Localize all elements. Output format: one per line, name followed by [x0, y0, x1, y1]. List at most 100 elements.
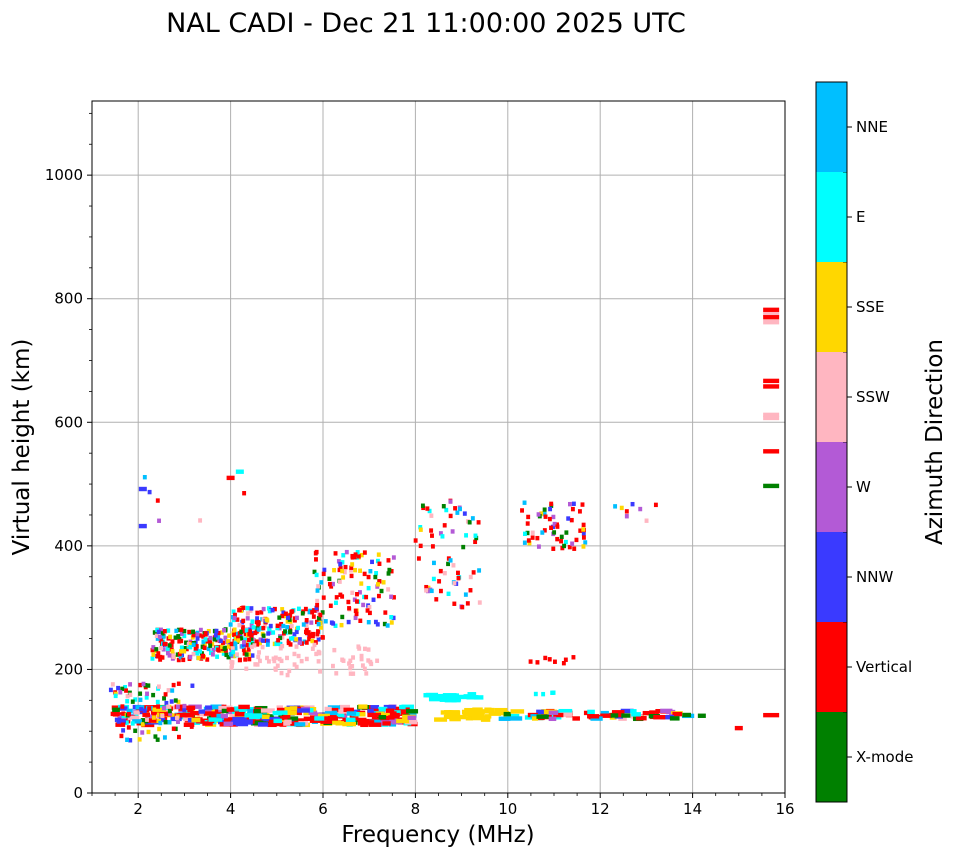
data-point	[763, 483, 780, 489]
data-point	[216, 647, 221, 652]
data-point	[241, 647, 246, 652]
data-point	[247, 642, 252, 647]
data-point	[468, 588, 473, 593]
colorbar-segment	[816, 442, 847, 532]
data-point	[119, 733, 124, 739]
data-point	[268, 719, 277, 725]
data-point	[203, 631, 208, 636]
data-point	[498, 716, 511, 721]
data-point	[418, 525, 423, 530]
data-point	[340, 614, 345, 620]
data-point	[243, 657, 248, 662]
data-point	[173, 635, 178, 640]
data-point	[471, 715, 486, 721]
data-point	[763, 412, 780, 418]
data-point	[530, 535, 535, 540]
data-point	[294, 629, 299, 635]
colorbar-label: SSE	[856, 298, 885, 316]
y-tick-label: 1000	[45, 166, 83, 184]
data-point	[247, 656, 252, 662]
data-point	[525, 530, 530, 536]
data-point	[150, 647, 155, 653]
data-point	[338, 709, 348, 714]
data-point	[547, 516, 552, 522]
data-point	[288, 636, 293, 641]
data-point	[191, 642, 196, 647]
data-point	[267, 626, 272, 632]
data-point	[212, 704, 219, 710]
data-point	[464, 707, 477, 713]
data-point	[317, 713, 330, 719]
data-point	[324, 710, 338, 716]
data-point	[275, 625, 280, 631]
data-point	[177, 651, 182, 657]
data-point	[280, 613, 285, 619]
data-point	[600, 710, 609, 716]
data-point	[179, 645, 184, 650]
data-point	[185, 705, 196, 711]
data-point	[442, 693, 457, 698]
data-point	[212, 637, 217, 642]
data-point	[362, 550, 367, 555]
data-point	[142, 712, 151, 717]
data-point	[261, 638, 265, 643]
data-point	[233, 612, 237, 618]
data-point	[471, 570, 476, 575]
data-point	[281, 610, 286, 615]
data-point	[207, 638, 212, 643]
data-point	[638, 506, 643, 512]
data-point	[355, 599, 359, 604]
data-point	[240, 717, 253, 722]
data-point	[316, 629, 320, 634]
data-point	[151, 652, 156, 657]
data-point	[590, 716, 603, 721]
data-point	[174, 715, 179, 721]
data-point	[202, 645, 207, 650]
data-point	[274, 641, 279, 647]
data-point	[572, 546, 577, 551]
data-point	[540, 530, 545, 535]
data-point	[438, 588, 443, 594]
data-point	[321, 571, 326, 577]
data-point	[319, 625, 323, 630]
data-point	[467, 520, 472, 525]
data-point	[157, 726, 162, 732]
data-point	[352, 554, 357, 560]
data-point	[539, 511, 544, 516]
data-point	[325, 707, 339, 713]
data-point	[232, 627, 237, 632]
data-point	[320, 610, 325, 615]
data-point	[520, 508, 524, 513]
data-point	[285, 655, 289, 661]
data-point	[320, 635, 325, 640]
data-point	[348, 658, 353, 664]
data-point	[456, 575, 461, 581]
data-point	[248, 629, 253, 634]
data-point	[174, 628, 179, 634]
data-point	[389, 620, 394, 625]
data-point	[315, 598, 320, 604]
data-point	[110, 711, 120, 717]
data-point	[434, 717, 448, 722]
data-point	[171, 654, 176, 659]
data-point	[247, 652, 251, 657]
data-point	[346, 619, 351, 625]
data-point	[265, 642, 270, 647]
data-point	[173, 726, 178, 732]
data-point	[146, 683, 151, 688]
data-point	[346, 599, 351, 605]
data-point	[276, 705, 284, 710]
data-point	[145, 691, 149, 696]
data-point	[376, 582, 380, 587]
y-tick-label: 800	[54, 290, 83, 308]
data-point	[174, 704, 187, 709]
data-point	[535, 660, 540, 665]
data-point	[350, 590, 355, 595]
data-point	[551, 546, 556, 551]
plot-frame	[91, 100, 786, 794]
data-point	[315, 619, 319, 625]
data-point	[230, 663, 234, 668]
data-point	[389, 614, 394, 620]
data-point	[206, 628, 211, 634]
data-point	[223, 717, 233, 722]
